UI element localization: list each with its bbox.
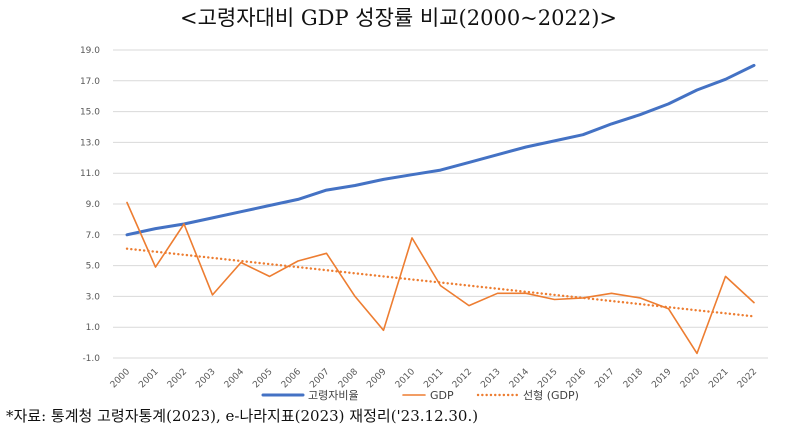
x-tick-label: 2005 bbox=[251, 367, 274, 390]
series-line bbox=[125, 247, 756, 318]
x-tick-label: 2006 bbox=[280, 367, 303, 390]
y-tick-label: 15.0 bbox=[80, 108, 100, 118]
x-tick-label: 2012 bbox=[451, 367, 474, 390]
line-chart: 19.0 17.0 15.0 13.0 11.0 9.0 7.0 5.0 3.0 1.0 -1.0 2… bbox=[80, 46, 768, 402]
x-tick-label: 2013 bbox=[479, 367, 502, 390]
x-tick-label: 2002 bbox=[166, 367, 189, 390]
x-tick-label: 2007 bbox=[308, 367, 331, 390]
x-tick-label: 2019 bbox=[650, 367, 673, 390]
chart-title: <고령자대비 GDP 성장률 비교(2000~2022)> bbox=[179, 6, 618, 30]
x-tick-label: 2000 bbox=[109, 367, 132, 390]
x-tick-label: 2001 bbox=[137, 367, 160, 390]
y-tick-label: -1.0 bbox=[82, 354, 100, 364]
y-tick-label: 17.0 bbox=[80, 77, 100, 87]
x-tick-label: 2003 bbox=[194, 367, 217, 390]
x-tick-label: 2010 bbox=[394, 367, 417, 390]
legend-label: 선형 (GDP) bbox=[523, 389, 579, 402]
x-tick-label: 2017 bbox=[593, 367, 616, 390]
x-tick-label: 2022 bbox=[736, 367, 759, 390]
x-tick-label: 2016 bbox=[565, 367, 588, 390]
legend-label: GDP bbox=[430, 389, 454, 402]
y-tick-label: 1.0 bbox=[86, 323, 101, 333]
x-tick-label: 2015 bbox=[536, 367, 559, 390]
series-line bbox=[126, 201, 755, 355]
source-note: *자료: 통계청 고령자통계(2023), e-나라지표(2023) 재정리('… bbox=[6, 407, 479, 425]
y-tick-label: 5.0 bbox=[86, 262, 101, 272]
y-tick-label: 11.0 bbox=[80, 169, 100, 179]
x-tick-label: 2020 bbox=[679, 367, 702, 390]
y-tick-label: 7.0 bbox=[86, 231, 101, 241]
x-tick-label: 2008 bbox=[337, 367, 360, 390]
series-line bbox=[125, 63, 756, 237]
y-tick-label: 13.0 bbox=[80, 138, 100, 148]
x-tick-label: 2011 bbox=[422, 367, 445, 390]
x-tick-label: 2018 bbox=[622, 367, 645, 390]
x-tick-label: 2021 bbox=[707, 367, 730, 390]
x-tick-label: 2004 bbox=[223, 367, 246, 390]
y-tick-label: 9.0 bbox=[86, 200, 101, 210]
y-tick-label: 3.0 bbox=[86, 292, 101, 302]
y-tick-label: 19.0 bbox=[80, 46, 100, 56]
x-tick-label: 2014 bbox=[508, 367, 531, 390]
legend-label: 고령자비율 bbox=[308, 389, 359, 402]
x-tick-label: 2009 bbox=[365, 367, 388, 390]
